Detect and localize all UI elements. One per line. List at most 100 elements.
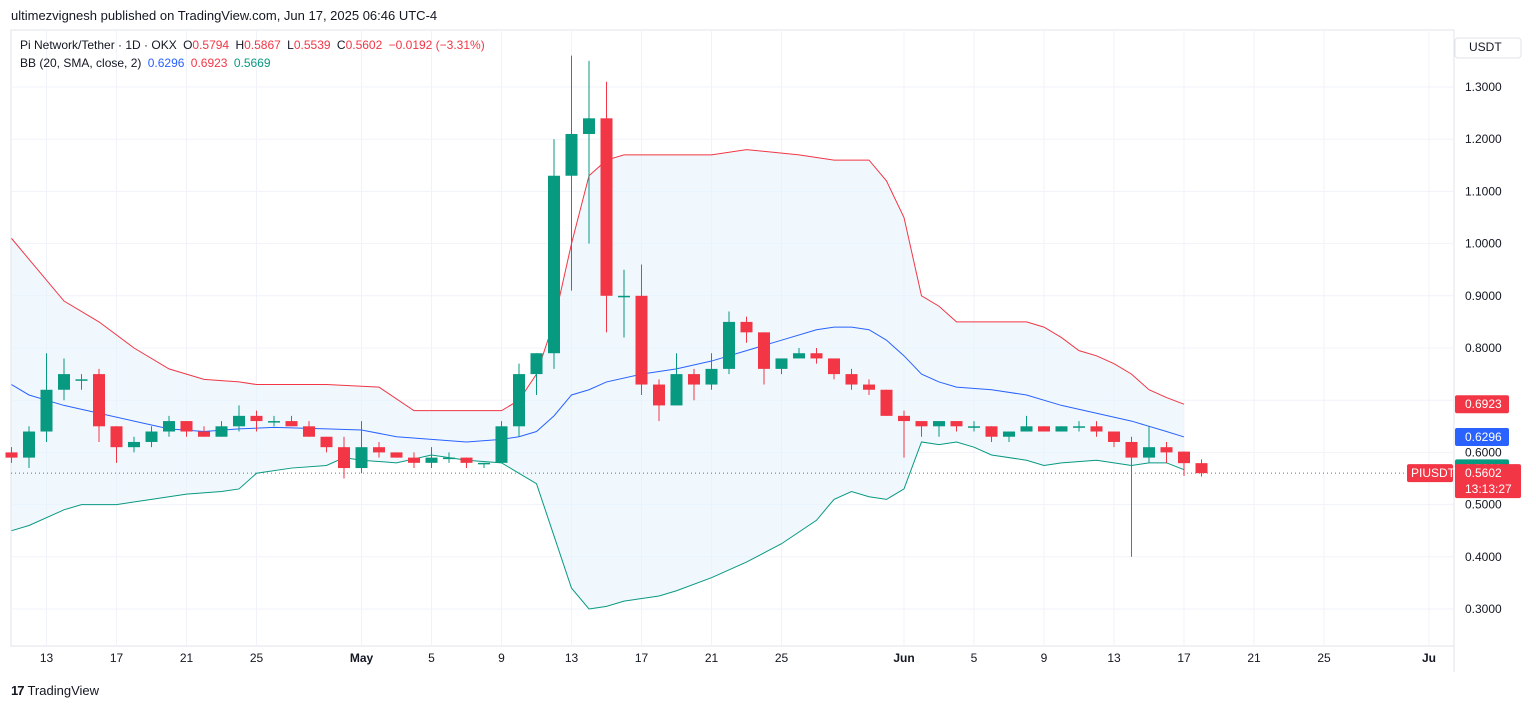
candle-body — [23, 431, 35, 458]
candle — [1090, 421, 1103, 437]
candle-body — [1108, 431, 1120, 442]
candle-body — [618, 295, 630, 298]
tradingview-brand[interactable]: 17 TradingView — [11, 683, 99, 698]
candle — [565, 55, 578, 291]
candle — [845, 368, 858, 390]
candle — [40, 353, 53, 442]
y-tick-label: 1.3000 — [1465, 80, 1502, 94]
last-price-badge-bg — [1455, 464, 1521, 499]
bb-basis-badge: 0.6296 — [1465, 430, 1502, 444]
candle-body — [425, 457, 438, 463]
candle-body — [373, 447, 385, 453]
candle-body — [600, 118, 613, 296]
candle-body — [705, 368, 718, 385]
candle — [758, 332, 770, 385]
candle — [600, 81, 613, 333]
candle — [355, 421, 368, 474]
candle-body — [180, 421, 193, 432]
candle-body — [478, 462, 490, 465]
candle-body — [775, 358, 788, 369]
candle — [618, 269, 630, 338]
candle-body — [635, 295, 648, 385]
countdown-label: 13:13:27 — [1465, 482, 1512, 496]
x-tick-label: 9 — [498, 651, 505, 665]
candle-body — [793, 353, 805, 359]
bb-upper-badge: 0.6923 — [1465, 397, 1502, 411]
bb-label: BB (20, SMA, close, 2) — [20, 56, 142, 70]
bb-legend[interactable]: BB (20, SMA, close, 2) 0.6296 0.6923 0.5… — [20, 56, 274, 70]
candle — [285, 415, 298, 427]
candle — [23, 426, 35, 469]
candle — [880, 389, 893, 416]
candle-body — [1003, 431, 1015, 437]
currency-selector-frame — [1454, 37, 1522, 59]
candle — [58, 358, 70, 401]
candle — [810, 348, 823, 364]
candle-body — [1143, 447, 1155, 458]
candle — [950, 421, 963, 432]
candle-body — [1125, 441, 1138, 458]
candle — [268, 415, 280, 427]
candle-body — [845, 374, 858, 385]
candle-body — [933, 421, 945, 427]
bb-basis-badge-bg — [1455, 427, 1509, 446]
close-value: C0.5602 — [336, 38, 383, 52]
candle-body — [40, 389, 53, 432]
x-tick-label: 21 — [180, 651, 194, 665]
candle — [1108, 431, 1120, 448]
candle-body — [565, 133, 578, 176]
candle — [583, 60, 595, 244]
candle — [1178, 451, 1190, 476]
y-tick-label: 0.8000 — [1465, 341, 1502, 355]
candle — [93, 368, 105, 442]
candle — [688, 368, 700, 401]
y-tick-label: 0.9000 — [1465, 289, 1502, 303]
candle-body — [495, 426, 508, 463]
candle-body — [163, 421, 175, 432]
y-tick-label: 1.2000 — [1465, 132, 1502, 146]
candle-body — [198, 431, 210, 437]
ohlc-legend: Pi Network/Tether · 1D · OKX O0.5794 H0.… — [20, 38, 488, 52]
candle-body — [1020, 426, 1033, 432]
candle — [163, 415, 175, 437]
symbol-label[interactable]: Pi Network/Tether · 1D · OKX — [20, 38, 177, 52]
candle-body — [233, 415, 245, 427]
candle-body — [268, 421, 280, 423]
bb-upper-badge-bg — [1455, 395, 1509, 414]
tradingview-logo-icon: 17 — [11, 683, 25, 698]
candle — [933, 421, 945, 437]
candle — [915, 421, 928, 437]
candle-body — [1073, 426, 1085, 428]
x-tick-label: 17 — [635, 651, 649, 665]
candle — [898, 410, 910, 458]
candle — [1160, 441, 1173, 463]
candle-body — [530, 353, 543, 375]
candle-body — [1090, 426, 1103, 432]
candle — [1055, 426, 1068, 432]
brand-label: TradingView — [27, 683, 100, 698]
candle — [233, 405, 245, 432]
candle-body — [985, 426, 998, 437]
x-tick-label: 5 — [428, 651, 435, 665]
bb-fill — [11, 149, 1184, 609]
candle — [338, 436, 350, 479]
candle-body — [320, 436, 333, 448]
candle — [443, 452, 455, 463]
candle — [1073, 421, 1085, 432]
y-tick-label: 1.0000 — [1465, 237, 1502, 251]
candle — [653, 379, 665, 422]
y-tick-label: 0.6000 — [1465, 445, 1502, 459]
candle — [705, 353, 718, 390]
candle-body — [548, 175, 560, 354]
high-value: H0.5867 — [235, 38, 281, 52]
bb-upper-value: 0.6923 — [190, 56, 228, 70]
open-value: O0.5794 — [183, 38, 230, 52]
x-tick-label: 5 — [971, 651, 978, 665]
y-tick-label: 1.1000 — [1465, 184, 1502, 198]
y-tick-label: 0.5000 — [1465, 498, 1502, 512]
x-tick-label: May — [350, 651, 374, 665]
candle — [460, 457, 473, 469]
x-tick-label: 21 — [705, 651, 719, 665]
candle — [128, 436, 140, 453]
